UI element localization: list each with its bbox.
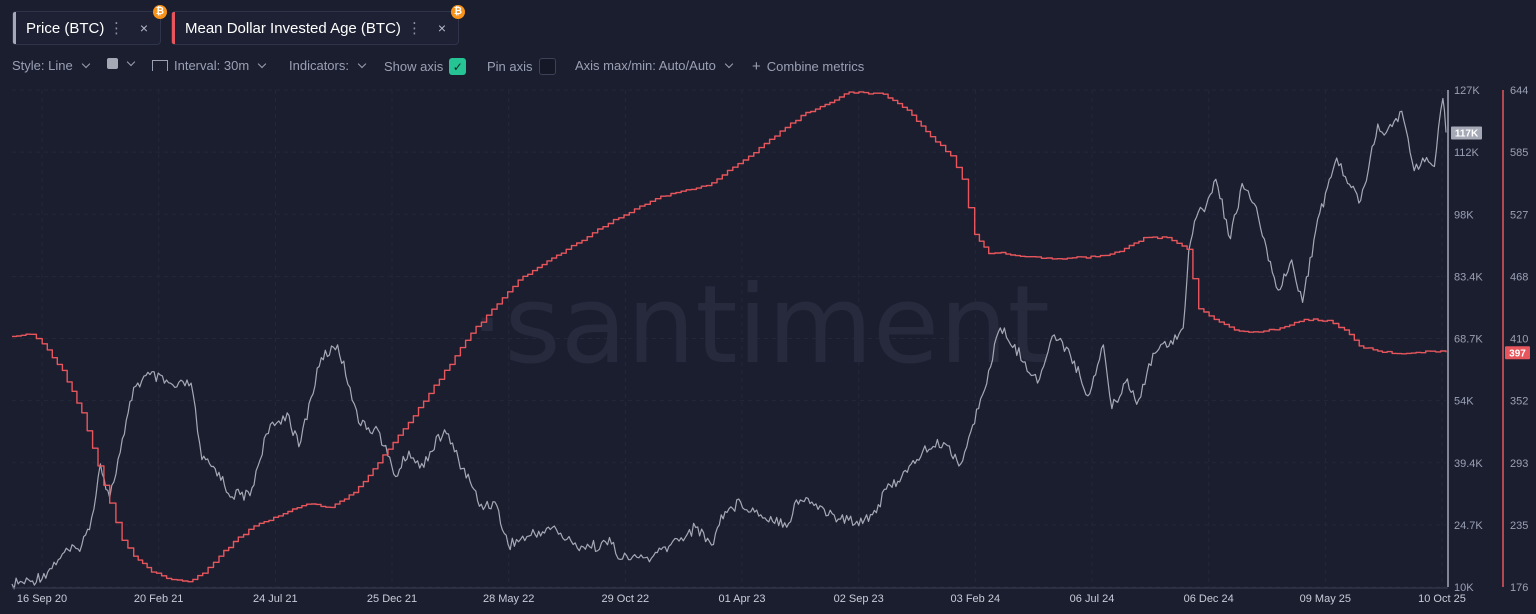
mdia-axis-tick-label: 176	[1510, 582, 1528, 594]
checkmark-icon[interactable]: ✓	[449, 58, 467, 75]
price-axis-tick-label: 54K	[1454, 396, 1474, 408]
x-axis-tick-label: 29 Oct 22	[601, 593, 649, 605]
metric-chip-mdia[interactable]: Mean Dollar Invested Age (BTC) ⋮ × ₿	[171, 5, 465, 45]
current-mdia-marker	[1505, 346, 1530, 360]
price-axis-tick-label: 112K	[1454, 147, 1480, 159]
close-icon[interactable]: ×	[139, 20, 148, 36]
price-axis-tick-label: 39.4K	[1454, 458, 1483, 470]
series-color-bar	[172, 12, 175, 44]
pin-axis-toggle[interactable]: Pin axis	[487, 58, 556, 75]
x-axis-tick-label: 02 Sep 23	[834, 593, 884, 605]
series-line-price	[11, 97, 1447, 590]
plus-icon: +	[752, 58, 761, 75]
price-axis-tick-label: 10K	[1454, 582, 1474, 594]
interval-dropdown[interactable]: Interval: 30m	[152, 58, 267, 73]
axis-maxmin-dropdown[interactable]: Axis max/min: Auto/Auto	[575, 58, 734, 73]
x-axis-tick-label: 03 Feb 24	[951, 593, 1001, 605]
combine-metrics-button[interactable]: + Combine metrics	[752, 58, 864, 75]
x-axis-tick-label: 10 Oct 25	[1418, 593, 1466, 605]
current-price-marker	[1451, 126, 1482, 140]
mdia-axis-tick-label: 293	[1510, 458, 1528, 470]
show-axis-toggle[interactable]: Show axis ✓	[384, 58, 467, 75]
metric-label-mdia: Mean Dollar Invested Age (BTC)	[185, 19, 401, 37]
color-swatch-icon	[107, 58, 118, 69]
color-picker[interactable]	[107, 57, 136, 69]
mdia-axis-tick-label: 235	[1510, 520, 1528, 532]
price-axis-tick-label: 98K	[1454, 209, 1474, 221]
x-axis-tick-label: 25 Dec 21	[367, 593, 417, 605]
show-axis-label: Show axis	[384, 59, 444, 74]
grid-lines	[12, 89, 1446, 588]
bitcoin-icon: ₿	[153, 5, 167, 19]
mdia-axis-tick-label: 410	[1510, 334, 1528, 346]
x-axis-tick-label: 24 Jul 21	[253, 593, 298, 605]
bitcoin-icon: ₿	[451, 5, 465, 19]
more-options-icon[interactable]: ⋮	[407, 20, 422, 37]
x-axis-tick-label: 06 Jul 24	[1070, 593, 1115, 605]
indicators-dropdown[interactable]: Indicators:	[289, 58, 367, 73]
current-mdia-label: 397	[1509, 348, 1526, 359]
more-options-icon[interactable]: ⋮	[109, 20, 124, 37]
metric-chip-price[interactable]: Price (BTC) ⋮ × ₿	[12, 5, 167, 45]
x-axis-tick-label: 06 Dec 24	[1184, 593, 1234, 605]
price-axis-tick-label: 83.4K	[1454, 271, 1483, 283]
price-axis-tick-label: 24.7K	[1454, 520, 1483, 532]
interval-icon	[152, 60, 168, 71]
mdia-axis-tick-label: 644	[1510, 85, 1528, 97]
pin-axis-label: Pin axis	[487, 59, 533, 74]
axis-maxmin-label: Axis max/min: Auto/Auto	[575, 58, 716, 73]
mdia-axis-tick-label: 352	[1510, 396, 1528, 408]
x-axis-tick-label: 09 May 25	[1300, 593, 1351, 605]
pin-axis-checkbox[interactable]	[538, 58, 556, 75]
indicators-label: Indicators:	[289, 58, 349, 73]
santiment-watermark: ·santiment	[470, 263, 1050, 388]
interval-label: Interval: 30m	[174, 58, 250, 73]
combine-metrics-label: Combine metrics	[766, 59, 865, 74]
mdia-axis-tick-label: 468	[1510, 271, 1528, 283]
price-axis-tick-label: 127K	[1454, 85, 1480, 97]
axes: 127K 644 112K 585 98K 527 83.4K 468 68.7K 410 54K 3…	[12, 85, 1530, 605]
x-axis-tick-label: 01 Apr 23	[718, 593, 765, 605]
mdia-axis-tick-label: 527	[1510, 209, 1528, 221]
x-axis-tick-label: 16 Sep 20	[17, 593, 67, 605]
series-color-bar	[13, 12, 16, 44]
x-axis-tick-label: 28 May 22	[483, 593, 534, 605]
metric-label-price: Price (BTC)	[26, 19, 105, 37]
close-icon[interactable]: ×	[437, 20, 446, 36]
price-axis-tick-label: 68.7K	[1454, 334, 1483, 346]
x-axis-tick-label: 20 Feb 21	[134, 593, 184, 605]
mdia-axis-tick-label: 585	[1510, 147, 1528, 159]
series-layer	[11, 91, 1447, 590]
style-label: Style: Line	[12, 58, 73, 73]
current-price-label: 117K	[1455, 128, 1479, 139]
series-line-mdia	[12, 91, 1447, 583]
style-dropdown[interactable]: Style: Line	[12, 58, 90, 73]
